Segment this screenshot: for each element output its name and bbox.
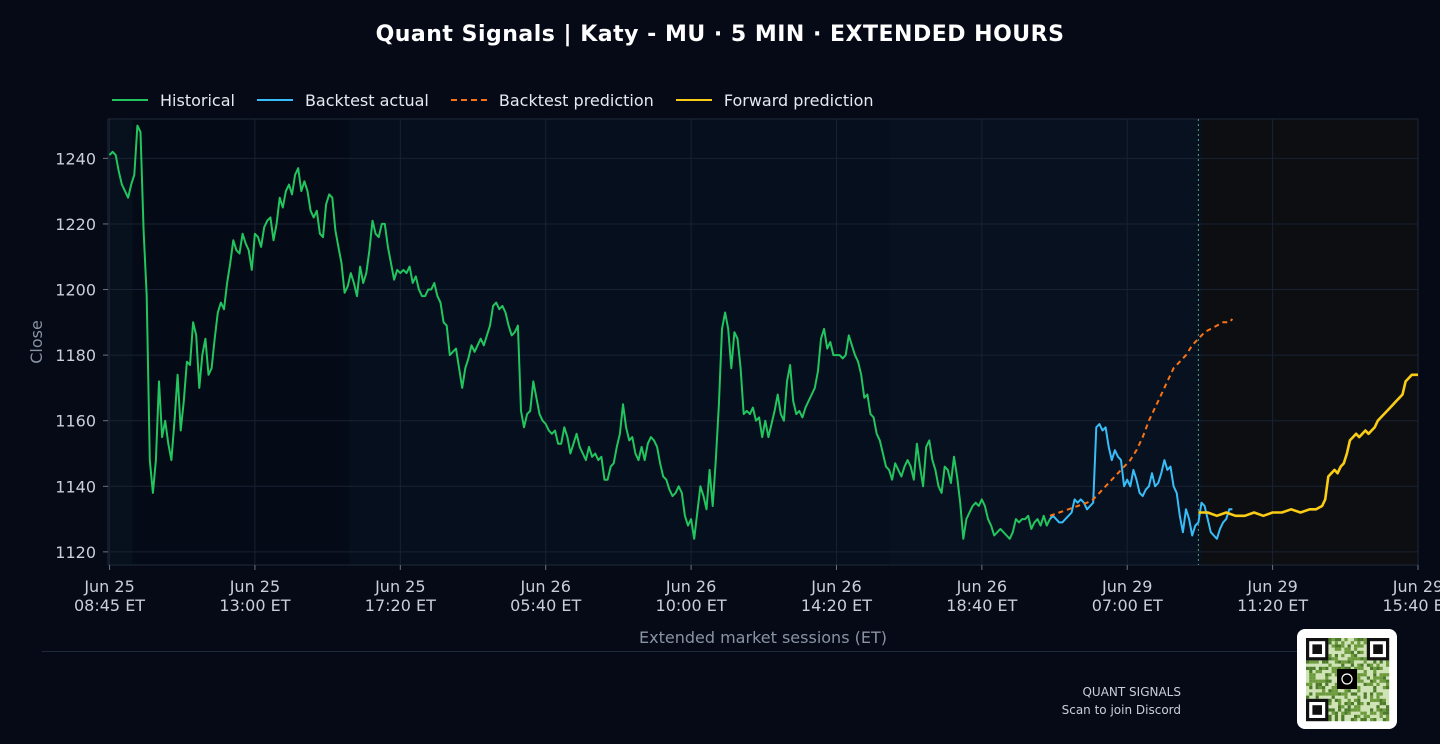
legend-swatch-forward-prediction [675,99,712,101]
footer-brand: QUANT SIGNALS [1082,685,1181,699]
x-tick-time-8: 11:20 ET [1237,596,1308,615]
session-band-4 [1201,119,1418,565]
plot-frame [107,118,1419,566]
y-axis-ticks: 1120 1140 1160 1180 1200 1220 1240 [55,149,108,562]
legend-label-backtest-prediction: Backtest prediction [498,90,654,110]
x-axis-label: Extended market sessions (ET) [639,628,887,647]
y-tick-label-1180: 1180 [55,346,96,365]
x-tick-date-8: Jun 29 [1246,577,1297,596]
y-tick-label-1220: 1220 [55,215,96,234]
x-tick-time-4: 10:00 ET [656,596,727,615]
x-tick-date-2: Jun 25 [374,577,425,596]
x-tick-time-6: 18:40 ET [946,596,1017,615]
y-tick-label-1120: 1120 [55,543,96,562]
y-tick-label-1200: 1200 [55,281,96,300]
x-tick-time-9: 15:40 ET [1382,596,1440,615]
grid-lines [108,119,1419,565]
legend-item-forward-prediction: Forward prediction [675,90,874,110]
x-tick-time-5: 14:20 ET [801,596,872,615]
session-bands [108,119,1418,565]
x-tick-time-0: 08:45 ET [74,596,145,615]
legend-item-backtest-prediction: Backtest prediction [450,90,654,110]
legend-swatch-backtest-prediction [450,99,487,101]
session-band-0 [108,119,133,565]
series-line-backtest-prediction [1049,318,1234,517]
legend-swatch-backtest-actual [256,99,293,101]
y-tick-label-1160: 1160 [55,412,96,431]
qr-code-icon[interactable] [1297,629,1397,729]
legend-swatch-historical [112,99,148,101]
x-tick-date-3: Jun 26 [519,577,570,596]
x-tick-date-7: Jun 29 [1101,577,1152,596]
x-tick-time-2: 17:20 ET [365,596,436,615]
x-tick-date-9: Jun 29 [1392,577,1440,596]
discord-icon [1337,669,1357,689]
footer-cta: Scan to join Discord [1061,703,1181,717]
x-tick-date-0: Jun 25 [83,577,134,596]
x-tick-date-1: Jun 25 [229,577,280,596]
legend-label-backtest-actual: Backtest actual [304,90,429,110]
session-band-1 [132,119,350,565]
footer-branding: QUANT SIGNALS Scan to join Discord [1062,683,1181,719]
chart-legend: Historical Backtest actual Backtest pred… [112,90,896,110]
series-line-historical [108,124,1051,540]
y-axis-label: Close [27,320,46,364]
footer-divider [42,651,1298,652]
series-lines [108,124,1418,540]
x-tick-time-1: 13:00 ET [219,596,290,615]
y-tick-label-1140: 1140 [55,477,96,496]
y-tick-label-1240: 1240 [55,149,96,168]
session-band-2 [349,119,890,565]
legend-label-historical: Historical [160,90,235,110]
x-tick-date-6: Jun 26 [956,577,1007,596]
x-tick-date-4: Jun 26 [665,577,716,596]
x-tick-date-5: Jun 26 [810,577,861,596]
session-band-3 [889,119,1202,565]
legend-item-backtest-actual: Backtest actual [256,90,429,110]
qr-code-graphic [1306,638,1390,722]
x-tick-time-7: 07:00 ET [1092,596,1163,615]
chart-title: Quant Signals | Katy - MU · 5 MIN · EXTE… [375,22,1065,47]
legend-label-forward-prediction: Forward prediction [723,90,874,110]
series-line-forward-prediction [1198,373,1418,518]
x-tick-time-3: 05:40 ET [510,596,581,615]
series-line-backtest-actual [1049,423,1233,540]
legend-item-historical: Historical [112,91,235,110]
